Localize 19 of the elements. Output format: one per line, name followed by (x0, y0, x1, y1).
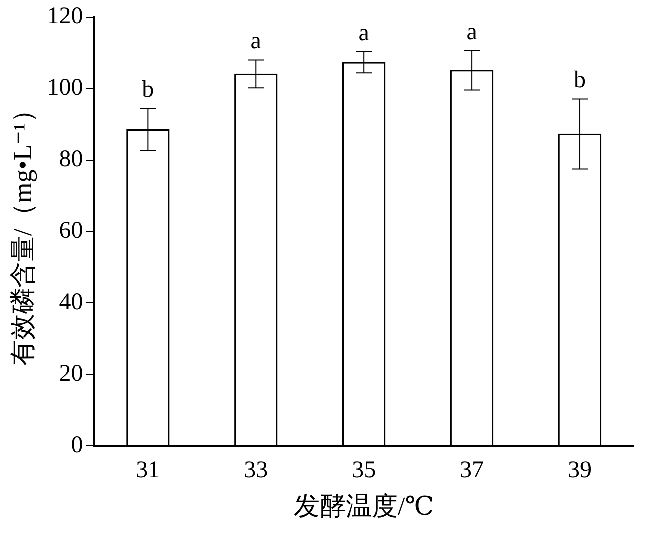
x-tick-label: 33 (244, 458, 268, 484)
y-tick-label: 60 (59, 218, 84, 244)
x-tick-label: 39 (568, 458, 592, 484)
y-tick-label: 80 (59, 146, 84, 173)
y-tick-label: 120 (47, 4, 84, 30)
annotation: a (466, 19, 478, 46)
y-tick-label: 20 (59, 360, 84, 387)
y-tick-label: 0 (71, 432, 84, 458)
x-tick-label: 31 (136, 458, 160, 484)
x-axis-title: 发酵温度/℃ (294, 492, 434, 522)
y-axis-title: 有效磷含量/（mg•L⁻¹） (8, 97, 38, 366)
annotation: a (358, 20, 370, 46)
y-tick-label: 40 (59, 289, 84, 316)
annotation: a (250, 28, 262, 55)
x-tick-label: 37 (460, 458, 484, 484)
annotation: b (142, 76, 154, 103)
annotation: b (574, 67, 586, 94)
x-tick-label: 35 (352, 458, 376, 484)
y-tick-label: 100 (47, 75, 84, 102)
